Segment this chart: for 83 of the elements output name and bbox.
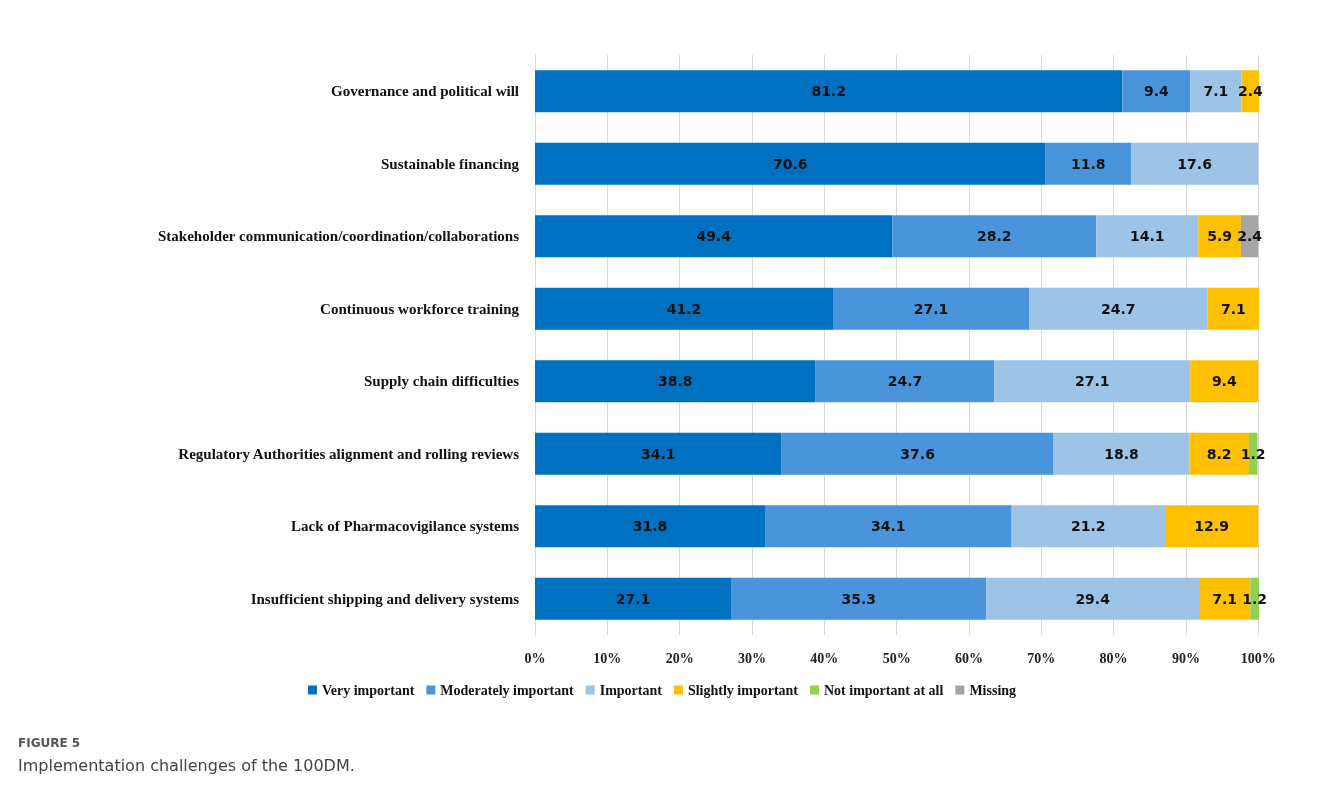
data-label: 41.2: [666, 300, 702, 317]
text: Implementation challenges of the 100DM.: [18, 755, 355, 775]
legend-label: Missing: [969, 682, 1017, 698]
data-label: 5.9: [1207, 228, 1232, 245]
bar: [535, 287, 833, 330]
x-tick-label: 60%: [954, 650, 983, 666]
bar: [535, 70, 1123, 113]
y-tick-label: Regulatory Authorities alignment and rolling reviews: [178, 445, 520, 462]
data-label: 49.4: [696, 228, 732, 245]
bar: [765, 505, 1012, 548]
data-label: 27.1: [1075, 373, 1110, 390]
bar: [1029, 287, 1208, 330]
y-tick-label: Sustainable financing: [381, 155, 520, 172]
x-tick-label: 40%: [810, 650, 839, 666]
bar: [1122, 70, 1191, 113]
data-label: 38.8: [658, 373, 693, 390]
legend-label: Moderately important: [440, 682, 575, 698]
x-tick-label: 30%: [737, 650, 766, 666]
data-label: 34.1: [871, 518, 906, 535]
bar: [994, 360, 1191, 403]
y-tick-label: Supply chain difficulties: [363, 373, 520, 390]
bar: [815, 360, 995, 403]
data-label: 18.8: [1104, 445, 1139, 462]
x-tick-label: 100%: [1240, 650, 1276, 666]
y-tick-label: Governance and political will: [331, 83, 519, 100]
bar: [1130, 142, 1259, 185]
data-label: 9.4: [1143, 83, 1169, 100]
bar: [986, 577, 1199, 620]
data-label: 35.3: [841, 590, 876, 607]
caption: FIGURE 5: [18, 736, 81, 750]
data-label: 81.2: [811, 83, 846, 100]
bar: [781, 432, 1054, 475]
legend-label: Slightly important: [687, 682, 799, 698]
legend-label: Important: [599, 682, 663, 698]
bar: [1053, 432, 1190, 475]
bar: [535, 505, 765, 548]
bar: [1011, 505, 1165, 548]
data-label: 37.6: [900, 445, 935, 462]
bar: [1207, 287, 1259, 330]
bar: [731, 577, 987, 620]
bar: [535, 432, 782, 475]
y-tick-label: Lack of Pharmacovigilance systems: [291, 518, 520, 535]
data-label: 7.1: [1220, 300, 1246, 317]
x-tick-label: 10%: [593, 650, 622, 666]
bar: [1045, 142, 1131, 185]
bar: [1096, 215, 1199, 258]
data-label: 29.4: [1075, 590, 1111, 607]
data-label: 9.4: [1211, 373, 1237, 390]
x-tick-label: 70%: [1027, 650, 1056, 666]
data-label: 17.6: [1177, 155, 1212, 172]
data-label: 8.2: [1206, 445, 1232, 462]
bar: [535, 577, 732, 620]
data-label: 21.2: [1071, 518, 1106, 535]
bar: [535, 215, 893, 258]
data-label: 14.1: [1129, 228, 1165, 245]
data-label: 24.7: [887, 373, 923, 390]
data-label: 31.8: [632, 518, 668, 535]
y-tick-label: Continuous workforce training: [320, 300, 520, 317]
bar: [1190, 360, 1259, 403]
y-tick-label: Insufficient shipping and delivery systems: [250, 590, 520, 607]
x-tick-label: 50%: [882, 650, 911, 666]
data-label: 34.1: [641, 445, 676, 462]
data-label: 28.2: [977, 228, 1012, 245]
y-tick-label: Stakeholder communication/coordination/collaborations: [158, 228, 520, 245]
data-label: 12.9: [1194, 518, 1229, 535]
data-label: 7.1: [1212, 590, 1238, 607]
legend-label: Very important: [321, 682, 415, 698]
data-label: 70.6: [773, 155, 808, 172]
bar: [892, 215, 1097, 258]
x-tick-label: 90%: [1171, 650, 1200, 666]
bar: [832, 287, 1029, 330]
data-label: 24.7: [1101, 300, 1136, 317]
legend-label: Not important at all: [824, 682, 944, 698]
bar: [1164, 505, 1259, 548]
data-label: 11.8: [1071, 155, 1106, 172]
data-label: 7.1: [1203, 83, 1229, 100]
data-label: 27.1: [615, 590, 651, 607]
bar: [535, 142, 1046, 185]
x-tick-label: 80%: [1099, 650, 1128, 666]
bar: [535, 360, 816, 403]
data-label: 27.1: [913, 300, 949, 317]
x-tick-label: 20%: [665, 650, 694, 666]
x-tick-label: 0%: [524, 650, 546, 666]
